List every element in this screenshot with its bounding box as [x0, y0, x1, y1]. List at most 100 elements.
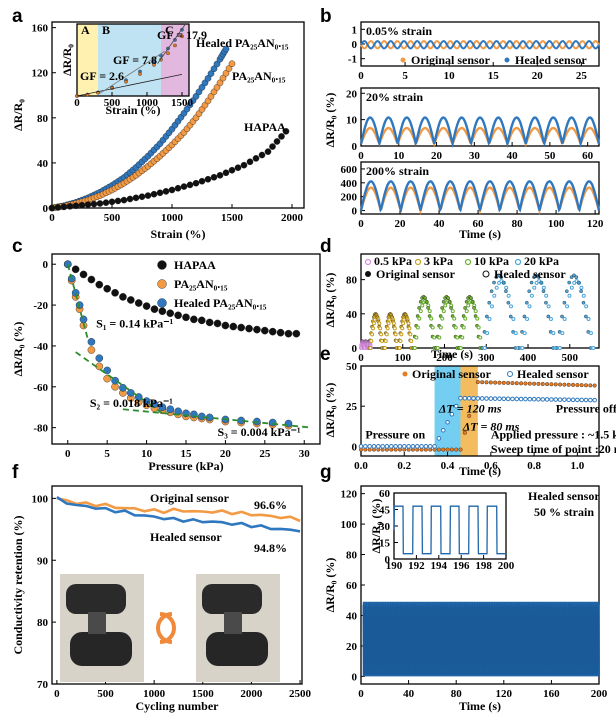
x-tick-label: 40 [507, 150, 519, 162]
x-tick-label: 1000 [136, 97, 159, 109]
data-point-orange [225, 65, 233, 72]
data-point-black [71, 265, 80, 274]
data-point-20 kPa [485, 314, 489, 319]
data-point-20 kPa [501, 280, 506, 285]
data-point-black [197, 316, 206, 325]
x-tick-label: 0 [74, 97, 80, 109]
data-point-20 kPa [584, 314, 588, 319]
x-tick-label: 0 [358, 218, 364, 230]
data-point-10 kPa [463, 306, 467, 310]
data-point-20 kPa [527, 289, 532, 294]
data-point-healed [497, 396, 502, 402]
x-tick-label: 1000 [143, 688, 166, 700]
series-line-blue [359, 116, 601, 149]
data-point-healed-3 kPa [378, 326, 383, 331]
photo-original-sample [88, 612, 106, 634]
data-point-10 kPa [464, 300, 469, 304]
data-point-healed-20 kPa [529, 293, 534, 298]
x-axis-title: Time (s) [459, 227, 501, 241]
data-point-black [132, 194, 140, 202]
data-point-healed [488, 396, 494, 401]
data-point-healed [466, 395, 472, 401]
data-point-healed [462, 395, 468, 401]
data-point-20 kPa [494, 275, 499, 279]
data-point-20 kPa [567, 280, 571, 285]
data-point-original [441, 447, 446, 452]
x-tick-label: 500 [562, 352, 579, 364]
y-tick-label: 0 [352, 441, 358, 453]
data-point-20 kPa [544, 300, 548, 305]
data-point-original [553, 382, 558, 387]
inset-point-orange [138, 72, 142, 76]
data-point-20 kPa [569, 275, 574, 279]
plot-frame [360, 365, 600, 457]
y-tick-label: 15 [379, 538, 391, 550]
data-point-orange [228, 60, 236, 68]
x-tick-label: 60 [582, 150, 594, 162]
data-point-healed [380, 444, 385, 449]
cycle-arrow-left [156, 612, 173, 644]
data-point-black [174, 311, 182, 320]
inset-point-orange [180, 34, 184, 39]
data-point-healed [449, 411, 455, 417]
data-point-healed-20 kPa [485, 331, 490, 336]
annotation-healed-sensor: Healed sensor [528, 489, 600, 503]
data-point-healed-10 kPa [463, 316, 468, 321]
x-tick-label: 0 [49, 212, 55, 224]
data-point-blue [87, 338, 96, 346]
data-point-healed-3 kPa [406, 321, 411, 326]
end-label-healed: 94.8% [254, 541, 287, 555]
data-point-healed-3 kPa [382, 346, 387, 350]
data-point-healed [401, 444, 407, 449]
data-point-20 kPa [581, 300, 586, 305]
data-point-healed-10 kPa [464, 309, 469, 314]
data-point-10 kPa [446, 296, 450, 300]
panel-f: 0 500 1000 1500 2000 2500 70 80 90 100 Cycling num… [11, 485, 312, 713]
data-point-healed-20 kPa [567, 293, 572, 298]
panel-label-c: c [12, 236, 23, 257]
data-point-black [292, 329, 301, 338]
data-point-black [205, 318, 214, 327]
panel-label-e: e [320, 344, 331, 365]
data-point-black [276, 328, 285, 337]
data-point-black [269, 143, 276, 150]
inset-y-title: ΔR/R₀ [60, 44, 74, 76]
data-point-healed [367, 444, 372, 449]
data-point-black [190, 315, 198, 324]
data-point-healed-10 kPa [432, 335, 437, 340]
legend-label: 20 kPa [524, 254, 559, 268]
data-point-blue [213, 60, 221, 68]
x-tick-label: 20 [532, 70, 544, 82]
data-point-healed [527, 396, 533, 402]
y-tick-label: -1 [348, 54, 357, 66]
data-point-black [182, 313, 190, 322]
legend-label-healed: Healed sensor [494, 267, 566, 281]
x-tick-label: 0 [65, 448, 71, 460]
legend-label: 3 kPa [424, 254, 453, 268]
data-point-original [545, 382, 550, 387]
data-point-black [174, 184, 182, 192]
data-point-20 kPa [574, 275, 579, 279]
y-tick-label: 0 [385, 554, 391, 566]
legend-marker-healed [482, 270, 490, 278]
y-tick-label: 0 [352, 39, 358, 51]
x-tick-label: 2000 [240, 688, 263, 700]
y-tick-label: 90 [37, 555, 49, 567]
data-point-healed-10 kPa [452, 316, 457, 321]
inset-gf-label-a: GF = 2.6 [80, 69, 124, 83]
data-point-healed-20 kPa [584, 304, 589, 309]
data-point-blue [166, 405, 175, 414]
data-point-orange [103, 374, 111, 383]
data-point-healed-20 kPa [569, 285, 574, 290]
data-point-healed-3 kPa [409, 339, 414, 344]
data-point-healed-10 kPa [412, 346, 417, 350]
data-point-black [221, 321, 230, 330]
data-point-black [144, 192, 152, 199]
annotation-s1: S₁ = 0.14 kPa⁻¹ [96, 317, 173, 331]
data-point-original [532, 381, 537, 386]
data-point-healed-10 kPa [438, 325, 443, 330]
panel-c: 0 5 10 15 20 25 30 0 -20 -40 -60 -80 Pressure (kPa) Δ… [11, 253, 321, 473]
data-point-original [462, 430, 467, 435]
data-point-black [166, 309, 175, 318]
data-point-original [575, 383, 580, 388]
